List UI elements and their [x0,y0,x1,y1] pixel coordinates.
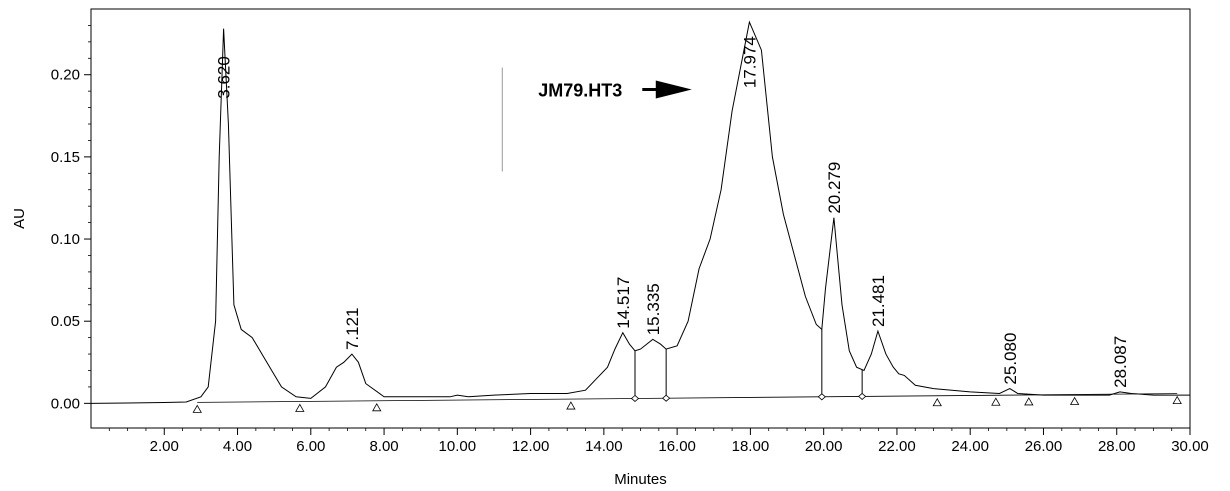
triangle-marker [372,402,382,412]
triangle-marker [991,397,1001,406]
x-tick-label: 4.00 [223,438,252,455]
x-tick-label: 12.00 [512,438,550,455]
peak-label: 20.279 [825,162,844,214]
x-tick-label: 8.00 [369,438,398,455]
peak-label: 7.121 [343,308,362,351]
diamond-marker [662,394,671,402]
peak-label: 17.974 [740,36,759,88]
triangle-marker [566,401,576,410]
y-tick-label: 0.00 [51,395,80,412]
compound-annotation: JM79.HT3 [538,81,622,101]
annotation-arrow-head [655,80,692,99]
peak-labels: 3.620 7.121 14.517 15.335 17.974 20.279 21.481… [215,36,1130,388]
y-tick-label: 0.20 [51,67,80,84]
triangle-marker [295,403,305,412]
x-tick-label: 22.00 [878,438,916,455]
chromatogram-trace [90,20,1190,404]
diamond-marker [858,392,867,400]
integration-markers [192,392,1182,413]
x-tick-label: 20.00 [805,438,843,455]
baseline [197,393,1178,403]
peak-label: 25.080 [1001,333,1020,385]
peak-label: 15.335 [644,283,663,335]
drop-lines [634,329,863,399]
triangle-marker [1172,395,1182,405]
diamond-marker [817,393,826,401]
x-tick-label: 24.00 [951,438,989,455]
x-tick-label: 26.00 [1025,438,1063,455]
plot-frame [90,8,1191,429]
x-axis: 2.00 4.00 6.00 8.00 10.00 12.00 14.00 16.00 18.0… [108,428,1209,455]
x-tick-label: 30.00 [1171,438,1209,455]
peak-label: 14.517 [614,277,633,329]
x-tick-label: 14.00 [585,438,623,455]
y-tick-label: 0.10 [51,231,80,248]
y-axis: 0.00 0.05 0.10 0.15 0.20 [51,25,91,412]
triangle-marker [1024,397,1034,406]
integration-baseline [197,393,1178,403]
triangle-marker [192,404,202,413]
peak-label: 3.620 [215,56,234,99]
y-axis-title: AU [11,208,28,229]
x-tick-label: 6.00 [296,438,325,455]
x-axis-title: Minutes [614,471,667,488]
x-tick-label: 16.00 [658,438,696,455]
x-tick-label: 10.00 [439,438,477,455]
x-tick-label: 28.00 [1098,438,1136,455]
y-tick-label: 0.05 [51,313,80,330]
triangle-marker [1069,396,1080,405]
triangle-marker [932,397,942,407]
annotations: JM79.HT3 [501,67,692,172]
x-tick-label: 18.00 [732,438,770,455]
x-tick-label: 2.00 [150,438,179,455]
peak-label: 21.481 [869,275,888,327]
y-tick-label: 0.15 [51,149,80,166]
diamond-marker [630,394,640,402]
peak-label: 28.087 [1111,336,1130,388]
